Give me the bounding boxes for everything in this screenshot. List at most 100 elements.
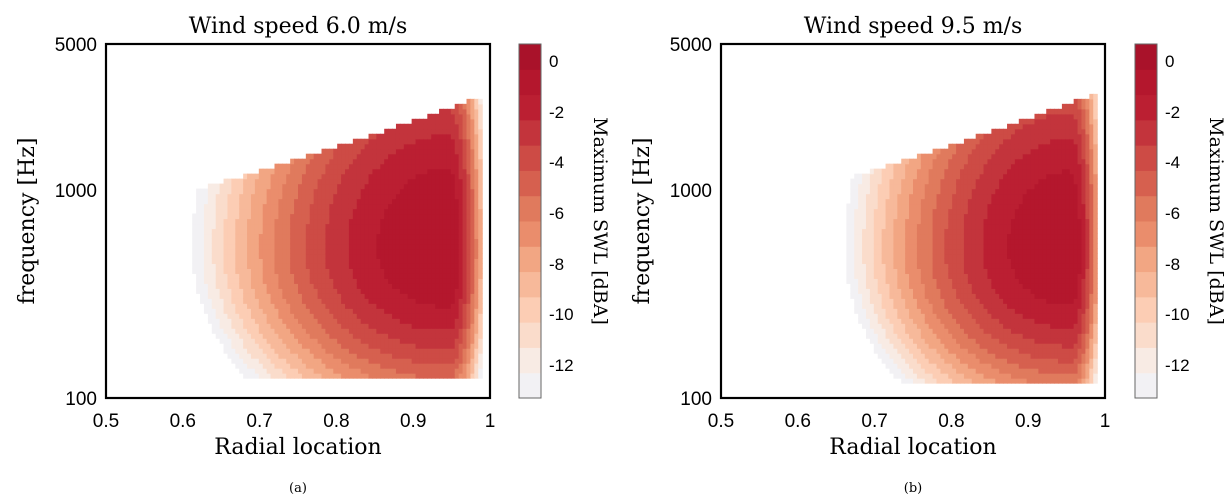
contour-cell [376, 253, 381, 259]
contour-cell [893, 363, 898, 369]
contour-cell [360, 293, 366, 299]
contour-cell [372, 248, 377, 255]
contour-cell [380, 148, 385, 155]
contour-cell [470, 98, 475, 105]
contour-cell [392, 273, 397, 279]
contour-cell [427, 263, 432, 269]
contour-cell [932, 148, 938, 155]
contour-cell [368, 273, 374, 279]
contour-cell [893, 208, 898, 215]
contour-cell [415, 363, 421, 369]
contour-cell [250, 208, 256, 215]
contour-cell [940, 178, 945, 185]
contour-cell [345, 183, 350, 190]
contour-cell [478, 238, 483, 245]
contour-cell [979, 363, 985, 369]
contour-cell [247, 338, 252, 344]
contour-cell [207, 263, 213, 269]
contour-cell [991, 203, 996, 210]
contour-cell [337, 213, 342, 220]
contour-cell [329, 263, 334, 269]
contour-cell [372, 183, 377, 190]
contour-cell [905, 213, 910, 220]
contour-cell [442, 303, 448, 309]
contour-cell [415, 188, 421, 195]
contour-cell [897, 213, 902, 220]
contour-cell [239, 278, 244, 284]
contour-cell [231, 238, 236, 245]
contour-cell [384, 148, 389, 155]
contour-cell [458, 203, 464, 210]
contour-cell [944, 153, 949, 160]
contour-cell [215, 188, 221, 195]
contour-cell [466, 218, 472, 225]
contour-cell [466, 338, 472, 344]
contour-cell [395, 288, 401, 294]
contour-cell [403, 308, 409, 314]
contour-cell [203, 188, 209, 195]
contour-cell [352, 178, 358, 185]
contour-cell [278, 263, 283, 269]
contour-cell [270, 308, 276, 314]
contour-cell [470, 143, 475, 150]
contour-cell [250, 278, 256, 284]
contour-cell [211, 318, 217, 324]
contour-cell [873, 203, 879, 210]
contour-cell [309, 223, 315, 230]
contour-cell [439, 203, 444, 210]
contour-cell [862, 248, 867, 255]
contour-cell [313, 293, 319, 299]
contour-cell [478, 143, 483, 150]
contour-cell [321, 188, 327, 195]
contour-cell [936, 263, 942, 269]
contour-cell [431, 363, 436, 369]
contour-cell [439, 368, 444, 374]
contour-cell [227, 338, 232, 344]
contour-cell [301, 228, 307, 235]
contour-cell [427, 233, 432, 240]
contour-cell [920, 168, 926, 175]
contour-cell [987, 133, 992, 140]
contour-cell [889, 203, 895, 210]
contour-cell [967, 318, 973, 324]
contour-cell [850, 193, 855, 200]
contour-cell [442, 193, 448, 200]
contour-cell [411, 263, 417, 269]
contour-cell [458, 153, 464, 160]
contour-cell [219, 208, 225, 215]
contour-cell [893, 368, 898, 374]
contour-cell [971, 203, 977, 210]
contour-cell [258, 328, 264, 334]
contour-cell [920, 268, 926, 274]
contour-cell [952, 308, 957, 314]
contour-cell [454, 328, 460, 334]
contour-cell [372, 303, 377, 309]
contour-cell [395, 138, 401, 145]
contour-cell [219, 293, 225, 299]
contour-cell [858, 228, 863, 235]
contour-cell [881, 223, 887, 230]
contour-cell [243, 183, 248, 190]
contour-cell [446, 228, 452, 235]
contour-cell [243, 343, 248, 349]
contour-cell [360, 298, 366, 304]
contour-cell [924, 298, 930, 304]
contour-cell [431, 293, 436, 299]
contour-cell [325, 288, 330, 294]
contour-cell [227, 183, 232, 190]
contour-cell [877, 178, 883, 185]
contour-cell [940, 223, 945, 230]
contour-cell [317, 258, 323, 264]
contour-cell [960, 158, 965, 165]
contour-cell [235, 223, 240, 230]
contour-cell [442, 248, 448, 255]
contour-cell [211, 248, 217, 255]
contour-cell [203, 293, 209, 299]
contour-cell [928, 198, 934, 205]
contour-cell [960, 293, 965, 299]
contour-cell [356, 158, 362, 165]
contour-cell [298, 198, 303, 205]
contour-cell [321, 228, 327, 235]
contour-cell [478, 318, 483, 324]
contour-cell [247, 228, 252, 235]
